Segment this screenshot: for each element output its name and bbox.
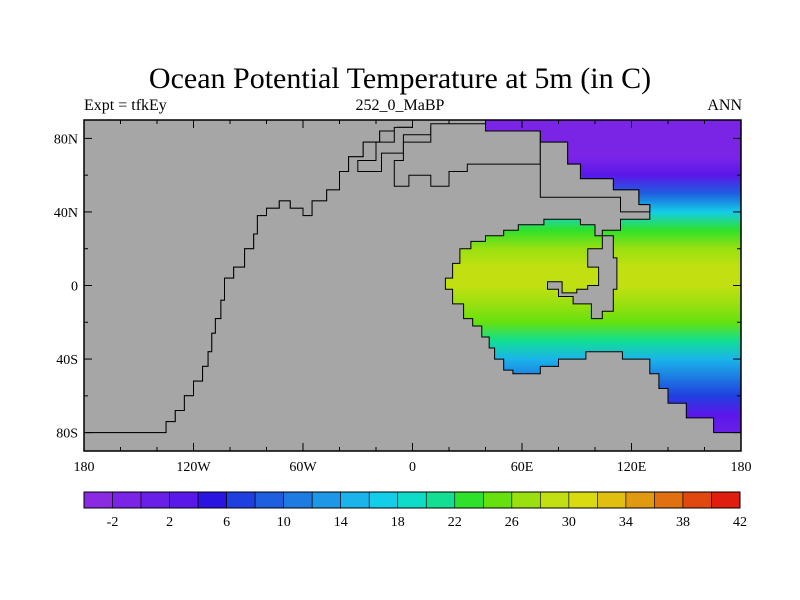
colorbar-box (654, 491, 684, 509)
colorbar-label: 14 (334, 515, 348, 530)
land-north-east-block (393, 123, 541, 187)
colorbar-box (511, 491, 541, 509)
colorbar-label: 26 (505, 515, 519, 530)
colorbar-label: 42 (733, 515, 747, 530)
colorbar: -2 2 6 10 14 18 22 26 30 34 38 42 (83, 491, 747, 530)
colorbar-box (597, 491, 627, 509)
colorbar-box (482, 491, 513, 509)
colorbar-label: 18 (391, 515, 405, 530)
colorbar-label: 34 (619, 515, 633, 530)
y-tick-label: 80S (56, 427, 78, 442)
land-asia-block (539, 131, 651, 213)
x-tick-label: 180 (731, 460, 752, 475)
colorbar-box (226, 491, 256, 509)
colorbar-box (140, 491, 170, 509)
colorbar-box (682, 491, 712, 509)
y-tick-label: 40S (56, 353, 78, 368)
colorbar-label: 2 (166, 515, 173, 530)
axis-ticks: 180 120W 60W 0 60E 120E 180 80N 40N 0 40S 80S (54, 120, 752, 475)
colorbar-box (283, 491, 313, 509)
colorbar-box (711, 491, 741, 509)
colorbar-box (368, 491, 399, 509)
x-tick-label: 60W (289, 460, 317, 475)
colorbar-box (169, 491, 199, 509)
y-tick-label: 80N (54, 132, 78, 147)
y-tick-label: 40N (54, 206, 78, 221)
colorbar-label: 22 (448, 515, 462, 530)
colorbar-box (340, 491, 370, 509)
colorbar-box (311, 491, 341, 509)
colorbar-box (254, 491, 284, 509)
colorbar-label: 38 (676, 515, 690, 530)
colorbar-box (112, 491, 142, 509)
x-tick-label: 60E (511, 460, 534, 475)
x-tick-label: 0 (409, 460, 416, 475)
colorbar-box (425, 491, 456, 509)
x-tick-label: 180 (74, 460, 95, 475)
season-label: ANN (707, 97, 742, 114)
colorbar-label: 30 (562, 515, 576, 530)
colorbar-box (197, 491, 227, 509)
period-label: 252_0_MaBP (355, 97, 445, 114)
y-tick-label: 0 (71, 280, 78, 295)
x-tick-label: 120E (617, 460, 647, 475)
colorbar-box (540, 491, 570, 509)
land-pangaea-east (84, 120, 741, 451)
colorbar-box (454, 491, 484, 509)
colorbar-label: 10 (277, 515, 291, 530)
colorbar-box (568, 491, 598, 509)
colorbar-label: -2 (107, 515, 119, 530)
colorbar-box (83, 491, 113, 509)
map-title: Ocean Potential Temperature at 5m (in C) (148, 62, 652, 95)
land-masses (84, 120, 741, 451)
experiment-label: Expt = tfkEy (84, 97, 167, 114)
colorbar-label: 6 (223, 515, 230, 530)
x-tick-label: 120W (176, 460, 211, 475)
colorbar-frame (83, 491, 741, 509)
colorbar-box (397, 491, 427, 509)
colorbar-box (625, 491, 655, 509)
